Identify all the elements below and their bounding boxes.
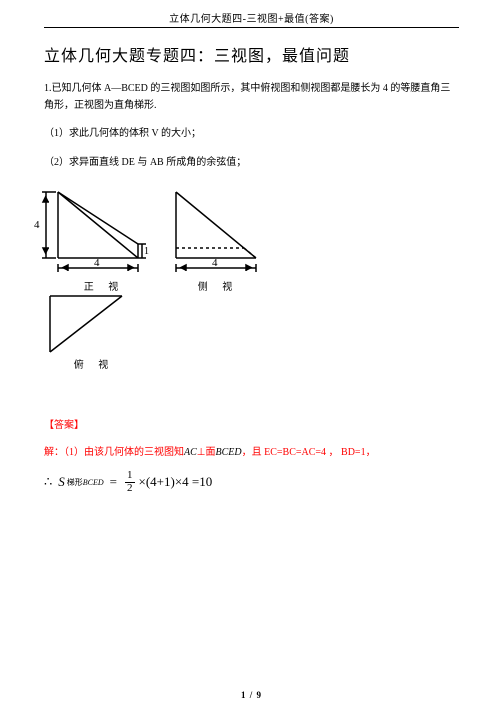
page-number: 1 / 9 <box>0 690 503 700</box>
answer-comma: ，且 <box>242 447 262 458</box>
frac-den: 2 <box>125 483 135 495</box>
dim-1: 1 <box>144 246 149 257</box>
answer-perp: ⊥ <box>197 447 206 458</box>
dim-4-h: 4 <box>94 257 100 269</box>
formula-eq1: = <box>110 474 117 490</box>
answer-line-1: 解：（1）由该几何体的三视图知AC⊥面BCED，且 EC=BC=AC=4 ， B… <box>44 443 459 458</box>
formula-S-sub: 梯形BCED <box>67 477 104 488</box>
question-1: （1）求此几何体的体积 V 的大小； <box>44 124 459 139</box>
formula-fraction: 1 2 <box>125 470 135 494</box>
dim-4-side: 4 <box>212 257 218 269</box>
formula-line: ∴ S 梯形BCED = 1 2 ×(4+1)×4 =10 <box>44 470 459 494</box>
answer-heading: 【答案】 <box>44 416 459 431</box>
fig-top-label: 俯 视 <box>54 356 134 371</box>
dim-4-v: 4 <box>34 219 40 231</box>
fig-side-label: 侧 视 <box>178 278 258 293</box>
answer-prefix: 解：（1）由该几何体的三视图知 <box>44 447 184 458</box>
header-rule <box>44 27 459 28</box>
figures-block: 4 1 4 正 视 4 侧 视 <box>44 186 459 366</box>
answer-bced: BCED <box>216 447 242 458</box>
problem-statement: 1.已知几何体 A—BCED 的三视图如图所示，其中俯视图和侧视图都是腰长为 4… <box>44 80 459 114</box>
answer-eq-text: EC=BC=AC=4 ， BD=1， <box>262 447 376 458</box>
answer-face: 面 <box>206 447 216 458</box>
formula-S: S <box>58 474 65 490</box>
doc-title: 立体几何大题专题四：三视图，最值问题 <box>44 42 459 66</box>
page-header: 立体几何大题四-三视图+最值(答案) <box>44 10 459 27</box>
question-2: （2）求异面直线 DE 与 AB 所成角的余弦值； <box>44 153 459 168</box>
frac-num: 1 <box>125 470 135 483</box>
formula-rest: ×(4+1)×4 =10 <box>139 474 213 490</box>
therefore-symbol: ∴ <box>44 474 52 490</box>
answer-ac: AC <box>184 447 197 458</box>
